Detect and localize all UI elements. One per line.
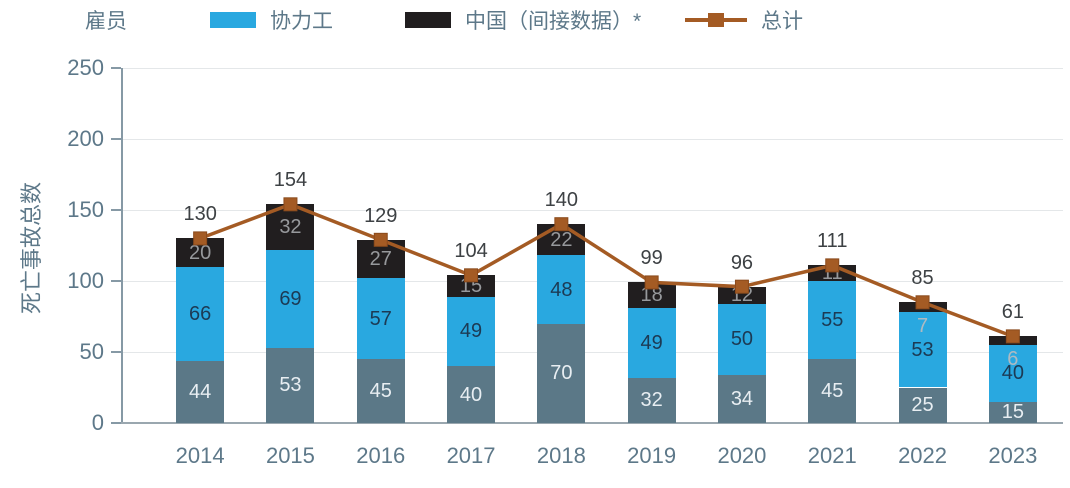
bar-segment-employee (808, 359, 857, 423)
segment-label-china-indirect: 6 (1007, 347, 1019, 370)
y-tick-label-200: 200 (67, 126, 104, 151)
segment-label-employee: 53 (279, 374, 302, 397)
bar-segment-employee (356, 359, 405, 423)
total-label-2018: 140 (544, 189, 579, 212)
segment-label-employee: 34 (730, 387, 754, 410)
legend-item-employee: 雇员 (85, 8, 127, 33)
segment-label-china-indirect: 18 (640, 284, 663, 307)
segment-label-employee: 44 (189, 380, 212, 403)
segment-label-contractor: 49 (459, 320, 483, 343)
total-label-2022: 85 (911, 267, 934, 290)
bar-segment-china-indirect (988, 336, 1037, 345)
segment-label-china-indirect: 20 (189, 241, 212, 264)
y-tick-label-150: 150 (67, 197, 104, 222)
bar-segment-employee (988, 401, 1037, 423)
total-label-2014: 130 (183, 203, 217, 226)
total-label-2019: 99 (640, 247, 663, 270)
segment-label-contractor: 66 (189, 302, 212, 325)
legend-item-total: 总计 (685, 8, 803, 33)
y-tick-label-50: 50 (79, 339, 104, 364)
segment-label-contractor: 69 (279, 287, 302, 310)
y-tick-100 (111, 280, 121, 282)
legend-label-china: 中国（间接数据）* (465, 10, 642, 33)
segment-label-contractor: 40 (1001, 362, 1024, 385)
bar-segment-employee (176, 360, 225, 423)
segment-label-china-indirect: 7 (916, 315, 929, 338)
legend-label-total: 总计 (761, 10, 803, 33)
x-axis-label-2016: 2016 (356, 443, 406, 468)
x-axis-label-2021: 2021 (807, 443, 857, 468)
segment-label-employee: 40 (459, 383, 483, 406)
segment-label-contractor: 55 (821, 309, 844, 332)
legend-item-china: 中国（间接数据）* (405, 8, 642, 33)
y-tick-200 (111, 138, 121, 140)
segment-label-china-indirect: 11 (821, 262, 843, 285)
bar-segment-employee (537, 323, 586, 423)
bar-segment-china-indirect (898, 302, 947, 313)
y-tick-50 (111, 351, 121, 353)
segment-label-contractor: 57 (369, 307, 392, 330)
x-axis-label-2019: 2019 (627, 443, 677, 468)
segment-label-china-indirect: 15 (459, 274, 483, 297)
y-tick-label-0: 0 (91, 410, 104, 435)
y-axis-line (121, 68, 123, 423)
segment-label-employee: 25 (911, 394, 934, 417)
segment-label-employee: 32 (640, 389, 663, 412)
segment-label-china-indirect: 27 (369, 247, 392, 270)
total-label-2015: 154 (273, 169, 308, 192)
y-tick-150 (111, 209, 121, 211)
x-axis-label-2022: 2022 (898, 443, 948, 468)
segment-label-employee: 45 (821, 380, 844, 403)
y-tick-label-100: 100 (67, 268, 104, 293)
segment-label-contractor: 53 (911, 338, 934, 361)
bar-segment-employee (447, 366, 496, 423)
y-tick-0 (111, 422, 121, 424)
bar-segment-employee (717, 374, 766, 423)
segment-label-contractor: 49 (640, 331, 663, 354)
x-axis-label-2017: 2017 (446, 443, 496, 468)
legend-label-employee: 雇员 (85, 10, 127, 33)
x-axis-line (121, 422, 1063, 424)
x-axis-label-2020: 2020 (717, 443, 767, 468)
x-axis-label-2015: 2015 (265, 443, 315, 468)
segment-label-employee: 70 (550, 362, 573, 385)
segment-label-china-indirect: 32 (279, 216, 302, 239)
total-label-2020: 96 (730, 251, 754, 274)
segment-label-employee: 45 (369, 380, 392, 403)
gridline-200 (121, 138, 1063, 140)
segment-label-china-indirect: 22 (550, 228, 573, 251)
china-swatch (405, 12, 451, 28)
total-label-2017: 104 (454, 240, 488, 263)
total-line-swatch (685, 13, 747, 27)
x-axis-label-2018: 2018 (536, 443, 586, 468)
y-tick-label-250: 250 (67, 55, 104, 80)
total-label-2016: 129 (364, 204, 398, 227)
gridline-250 (121, 67, 1063, 69)
segment-label-employee: 15 (1001, 401, 1024, 424)
y-tick-250 (111, 67, 121, 69)
bar-segment-employee (266, 347, 315, 423)
total-label-2021: 111 (817, 230, 848, 253)
segment-label-contractor: 48 (550, 278, 573, 301)
bar-segment-employee (898, 387, 947, 423)
x-axis-label-2023: 2023 (988, 443, 1038, 468)
total-line-marker (708, 13, 724, 27)
y-axis-title: 死亡事故总数 (19, 182, 44, 315)
total-label-2023: 61 (1001, 301, 1024, 324)
segment-label-contractor: 50 (730, 328, 754, 351)
contractor-swatch (210, 12, 256, 28)
legend-item-contractor: 协力工 (210, 8, 333, 33)
segment-label-china-indirect: 12 (730, 284, 754, 307)
legend-label-contractor: 协力工 (270, 10, 333, 33)
bar-segment-employee (627, 377, 676, 423)
bar-segment-contractor (988, 344, 1037, 402)
x-axis-label-2014: 2014 (175, 443, 225, 468)
gridline-50 (121, 351, 1063, 353)
